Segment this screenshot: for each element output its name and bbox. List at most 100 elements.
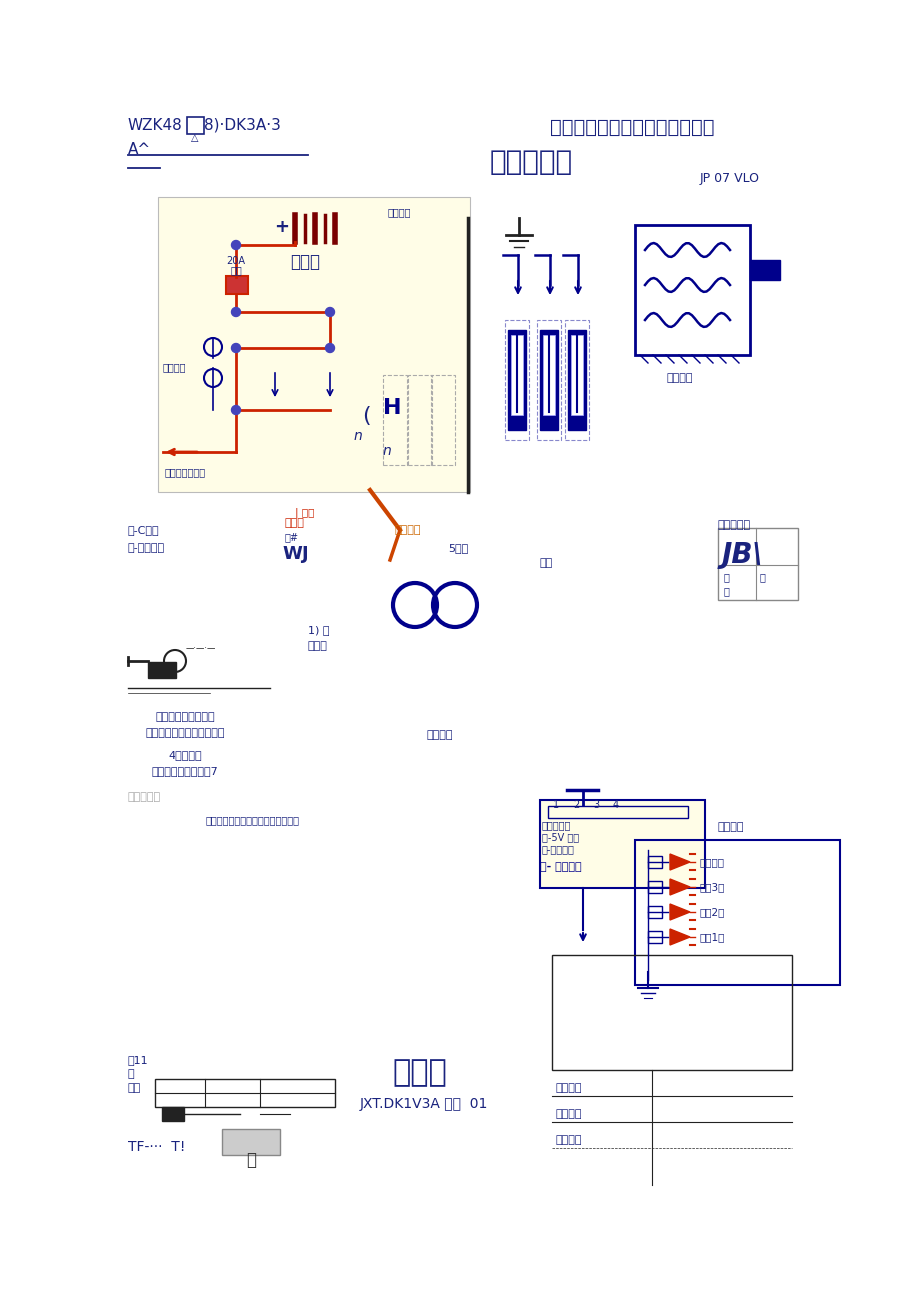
Text: 朴: 朴 <box>723 572 729 582</box>
Bar <box>567 330 585 431</box>
Circle shape <box>232 307 240 316</box>
Text: JP 07 VLO: JP 07 VLO <box>699 172 759 185</box>
Text: JXT.DK1V3A 多头  01: JXT.DK1V3A 多头 01 <box>359 1097 488 1111</box>
Text: 速度3档: 速度3档 <box>699 882 724 892</box>
Text: 8)·DK3A·3: 8)·DK3A·3 <box>204 118 280 133</box>
Text: | 橘红: | 橘红 <box>295 507 314 519</box>
Text: 三档电子变速型无刷电机限制器: 三档电子变速型无刷电机限制器 <box>550 118 714 137</box>
Text: 粗红料果: 粗红料果 <box>394 526 421 535</box>
Bar <box>717 528 797 600</box>
Text: 对摘时为层速有地顺时针调而为加速: 对摘时为层速有地顺时针调而为加速 <box>206 814 300 825</box>
Bar <box>187 117 204 134</box>
Bar <box>551 955 791 1069</box>
Text: 亚: 亚 <box>128 1069 134 1079</box>
Text: 保险: 保险 <box>230 265 242 275</box>
Text: △: △ <box>191 133 199 143</box>
Text: 蓝- 信号滤线: 蓝- 信号滤线 <box>539 863 581 872</box>
Bar <box>647 856 662 868</box>
Text: 速11: 速11 <box>128 1055 149 1066</box>
Text: 朝速刹车发: 朝速刹车发 <box>541 820 571 830</box>
Text: 期战: 期战 <box>539 558 552 569</box>
Text: 稳#: 稳# <box>285 532 299 543</box>
Text: WZK48: WZK48 <box>128 118 183 133</box>
Text: 黄: 黄 <box>723 585 729 596</box>
Text: 1: 1 <box>552 800 559 811</box>
Circle shape <box>325 307 335 316</box>
Text: 速度1档: 速度1档 <box>699 932 724 942</box>
Text: 频: 频 <box>245 1151 255 1170</box>
Text: 幅: 幅 <box>759 572 765 582</box>
Bar <box>749 260 779 280</box>
Bar <box>505 320 528 440</box>
Text: H: H <box>382 398 401 418</box>
Bar <box>507 330 526 431</box>
Text: 3: 3 <box>592 800 598 811</box>
Text: TF-···  T!: TF-··· T! <box>128 1140 185 1154</box>
Text: 电池食检: 电池食检 <box>388 207 411 217</box>
Text: 接线图: 接线图 <box>392 1058 447 1088</box>
Text: 日母中: 日母中 <box>308 641 327 650</box>
Bar <box>539 800 704 889</box>
Bar <box>430 375 455 464</box>
Bar <box>154 1079 335 1107</box>
Circle shape <box>232 241 240 250</box>
Polygon shape <box>669 904 689 920</box>
Bar <box>647 932 662 943</box>
Bar <box>510 334 522 415</box>
Text: —·—·—: —·—·— <box>186 644 216 653</box>
Bar <box>537 320 561 440</box>
Text: 格-C之源: 格-C之源 <box>128 526 160 535</box>
Text: (: ( <box>361 406 370 425</box>
Text: 接线示意图: 接线示意图 <box>490 148 573 176</box>
Text: 20A: 20A <box>226 256 245 265</box>
Polygon shape <box>669 929 689 945</box>
Bar <box>542 334 554 415</box>
Polygon shape <box>669 853 689 870</box>
Bar <box>158 196 470 492</box>
Text: 仪表和车灯电源: 仪表和车灯电源 <box>165 467 205 477</box>
Polygon shape <box>669 879 689 895</box>
Text: 限速线首一: 限速线首一 <box>128 792 161 801</box>
Text: 故缐: 故缐 <box>128 1082 142 1093</box>
Circle shape <box>232 406 240 415</box>
Text: 霍尔信号线: 霍尔信号线 <box>717 520 750 530</box>
Text: +: + <box>274 219 289 235</box>
Circle shape <box>232 343 240 353</box>
Text: 连-助力稳号: 连-助力稳号 <box>128 543 165 553</box>
Text: 电锁开关: 电锁开关 <box>163 362 187 372</box>
Bar <box>539 330 558 431</box>
Bar <box>634 840 839 985</box>
Bar <box>162 1107 184 1121</box>
Bar <box>647 905 662 919</box>
Text: 产品型号: 产品型号 <box>555 1082 582 1093</box>
Text: 设计图号: 设计图号 <box>555 1108 582 1119</box>
Bar <box>148 662 176 678</box>
Text: JB\: JB\ <box>721 541 763 569</box>
Bar <box>634 225 749 355</box>
Bar <box>221 1129 279 1155</box>
Text: 黑星精黄: 黑星精黄 <box>426 730 453 740</box>
Text: 幅-5V 电源: 幅-5V 电源 <box>541 833 578 842</box>
Bar <box>382 375 406 464</box>
Bar <box>226 276 248 294</box>
Text: 绿-调速信号: 绿-调速信号 <box>541 844 574 853</box>
Text: WJ: WJ <box>282 545 308 563</box>
Bar <box>564 320 588 440</box>
Bar <box>571 334 583 415</box>
Text: 4: 4 <box>612 800 618 811</box>
Text: 接转把上的按破开关: 接转把上的按破开关 <box>155 712 214 722</box>
Text: 品不接头: 品不接头 <box>717 822 743 833</box>
Bar <box>647 881 662 892</box>
Text: 充电指示: 充电指示 <box>699 857 724 866</box>
Text: 配变图号: 配变图号 <box>555 1134 582 1145</box>
Bar <box>407 375 432 464</box>
Text: n: n <box>354 429 362 444</box>
Text: 1) 黑: 1) 黑 <box>308 624 329 635</box>
Circle shape <box>325 343 335 353</box>
Text: 助力线: 助力线 <box>285 518 304 528</box>
Text: 4州选择殃: 4州选择殃 <box>168 749 201 760</box>
Bar <box>548 807 687 818</box>
Text: A^: A^ <box>128 142 151 157</box>
Text: 三城电视: 三城电视 <box>666 373 693 382</box>
Text: n: n <box>382 444 391 458</box>
